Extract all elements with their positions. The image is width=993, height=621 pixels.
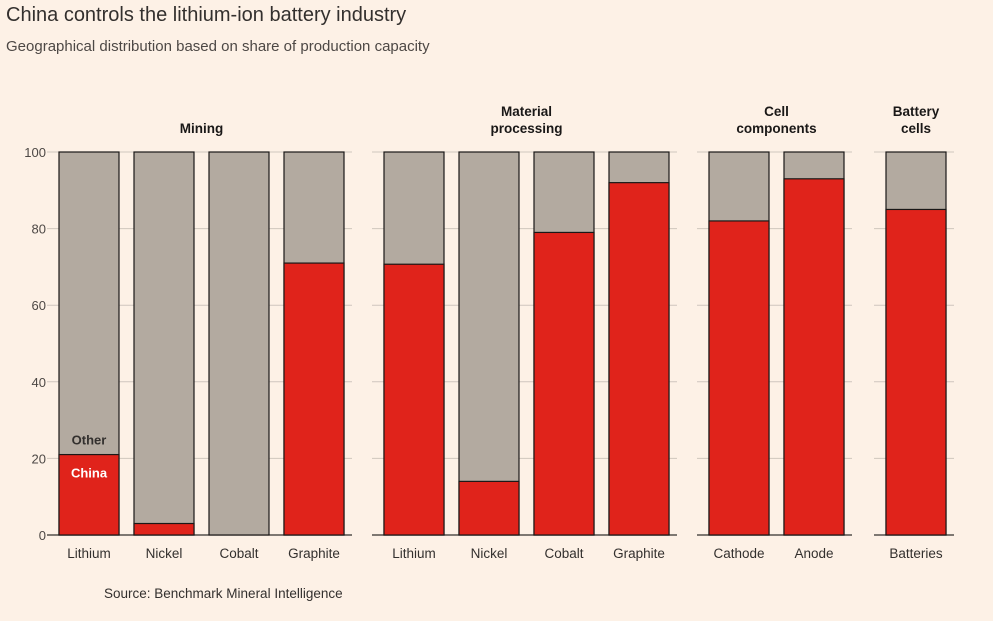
bar-china (533, 231, 595, 536)
x-tick-label: Nickel (471, 546, 508, 561)
x-tick-label: Graphite (613, 546, 665, 561)
x-tick-label: Graphite (288, 546, 340, 561)
bar-china (783, 178, 845, 536)
group-header: Battery (893, 104, 940, 119)
chart-title: China controls the lithium-ion battery i… (6, 4, 407, 26)
bar-china (283, 262, 345, 536)
bar-china (708, 220, 770, 536)
y-tick-label: 100 (24, 145, 46, 160)
y-tick-label: 0 (39, 528, 46, 543)
chart-subtitle: Geographical distribution based on share… (6, 38, 430, 55)
x-tick-label: Cobalt (544, 546, 583, 561)
bar-china (133, 522, 195, 536)
source-note: Source: Benchmark Mineral Intelligence (104, 586, 343, 601)
bar-other (458, 151, 520, 536)
group-header: Mining (180, 121, 224, 136)
bar-other (133, 151, 195, 536)
bar-china (458, 480, 520, 536)
bar-china (58, 453, 120, 536)
x-tick-label: Lithium (392, 546, 436, 561)
group-header: Cell (764, 104, 789, 119)
labels: 0 20 40 60 80 100 Mining Lithium Nickel Cobalt Gra… (24, 104, 943, 561)
x-tick-label: Nickel (146, 546, 183, 561)
x-tick-label: Batteries (889, 546, 943, 561)
series-label-other: Other (72, 433, 107, 448)
y-tick-label: 80 (32, 222, 46, 237)
group-header: processing (490, 121, 562, 136)
bar-china (383, 263, 445, 536)
bar-other (208, 151, 270, 536)
bar-china (885, 208, 947, 536)
group-header: cells (901, 121, 931, 136)
y-tick-label: 20 (32, 451, 46, 466)
y-tick-label: 60 (32, 298, 46, 313)
group-header: Material (501, 104, 552, 119)
x-tick-label: Anode (794, 546, 833, 561)
x-tick-label: Lithium (67, 546, 111, 561)
bar-china (608, 182, 670, 536)
series-label-china: China (71, 466, 108, 481)
group-header: components (736, 121, 816, 136)
x-tick-label: Cathode (713, 546, 764, 561)
y-tick-label: 40 (32, 375, 46, 390)
x-tick-label: Cobalt (219, 546, 258, 561)
bars (58, 151, 947, 536)
